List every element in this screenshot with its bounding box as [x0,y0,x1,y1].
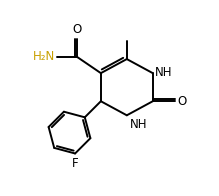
Text: F: F [72,157,78,170]
Text: NH: NH [155,65,173,79]
Text: O: O [72,23,82,36]
Text: H₂N: H₂N [33,50,55,64]
Text: O: O [178,95,187,108]
Text: NH: NH [129,118,147,131]
